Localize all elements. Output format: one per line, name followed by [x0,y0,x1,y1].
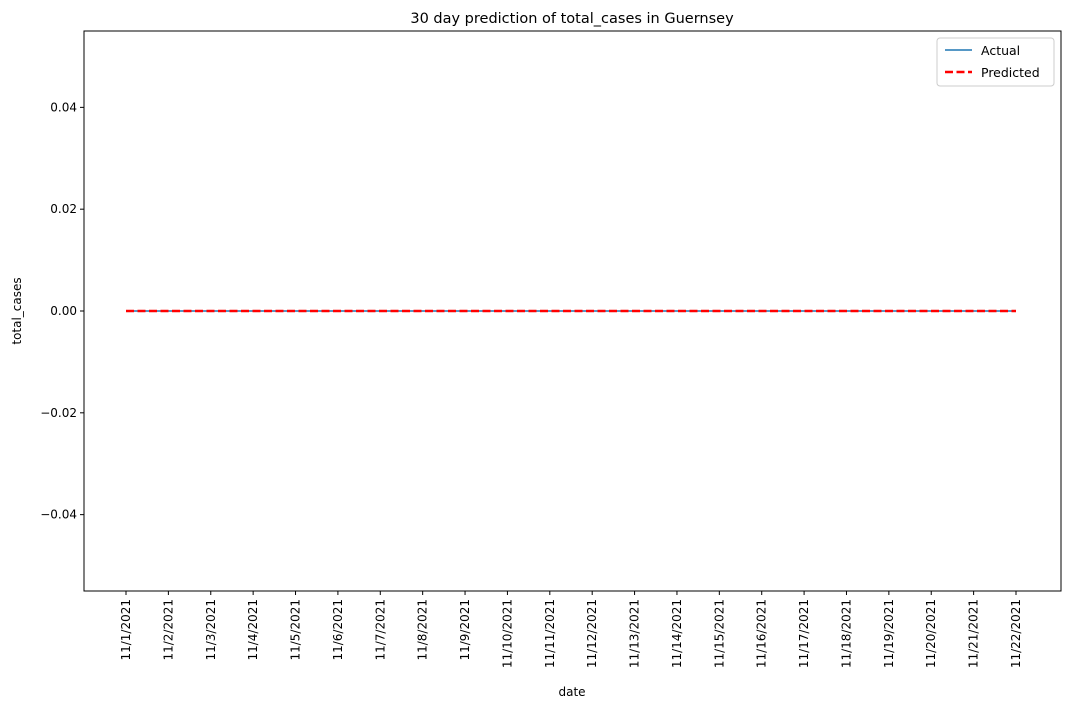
x-tick-label: 11/11/2021 [543,599,557,668]
y-tick-label: 0.00 [50,304,77,318]
x-tick-label: 11/15/2021 [712,599,726,668]
x-tick-label: 11/19/2021 [882,599,896,668]
x-tick-label: 11/6/2021 [331,599,345,661]
y-tick-label: 0.02 [50,202,77,216]
x-tick-label: 11/20/2021 [924,599,938,668]
legend-label-predicted: Predicted [981,65,1040,80]
x-tick-label: 11/4/2021 [246,599,260,661]
x-tick-label: 11/14/2021 [670,599,684,668]
x-axis-ticks: 11/1/2021 11/2/2021 11/3/2021 11/4/2021 11/5… [119,591,1023,668]
x-tick-label: 11/18/2021 [839,599,853,668]
x-tick-label: 11/7/2021 [373,599,387,661]
x-tick-label: 11/1/2021 [119,599,133,661]
x-tick-label: 11/8/2021 [416,599,430,661]
y-tick-label: 0.04 [50,100,77,114]
y-axis-ticks: 0.04 0.02 0.00 −0.02 −0.04 [40,100,84,522]
x-tick-label: 11/9/2021 [458,599,472,661]
x-tick-label: 11/2/2021 [161,599,175,661]
y-tick-label: −0.02 [40,406,77,420]
x-tick-label: 11/3/2021 [204,599,218,661]
x-axis-title: date [558,685,585,699]
x-tick-label: 11/16/2021 [755,599,769,668]
y-tick-label: −0.04 [40,508,77,522]
x-tick-label: 11/13/2021 [628,599,642,668]
x-tick-label: 11/17/2021 [797,599,811,668]
x-tick-label: 11/10/2021 [500,599,514,668]
legend-label-actual: Actual [981,43,1020,58]
x-tick-label: 11/12/2021 [585,599,599,668]
chart-title: 30 day prediction of total_cases in Guer… [410,11,734,27]
x-tick-label: 11/22/2021 [1009,599,1023,668]
x-tick-label: 11/5/2021 [289,599,303,661]
y-axis-title: total_cases [10,277,24,344]
x-tick-label: 11/21/2021 [967,599,981,668]
legend: Actual Predicted [936,37,1055,87]
